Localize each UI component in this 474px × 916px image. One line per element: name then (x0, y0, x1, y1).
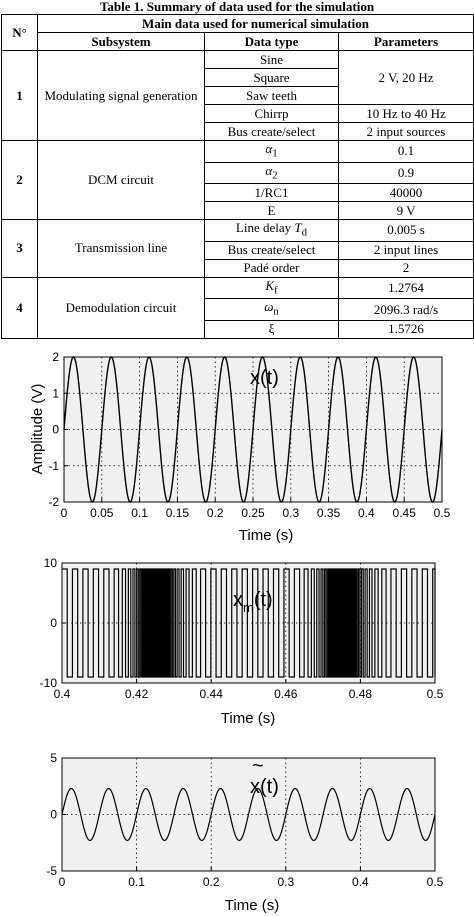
data-type-kf: Kf (204, 276, 339, 300)
subsystem-2: DCM circuit (37, 139, 205, 221)
signal-label: xm(t) (233, 589, 273, 615)
x-tick-label: 0.48 (349, 687, 373, 701)
x-tick-label: 0.4 (358, 506, 375, 520)
x-axis-label: Time (s) (239, 527, 293, 544)
data-type-alpha1: α1 (204, 140, 339, 163)
x-tick-label: 0.42 (125, 687, 149, 701)
plot-modulating-signal: 0 0.05 0.1 0.15 0.2 0.25 0.3 0.35 0.4 0.45 0.5 -2-… (29, 350, 451, 544)
signal-label: x(t) (250, 776, 279, 798)
data-type-pade: Padé order (204, 258, 339, 278)
data-type-line-delay: Line delay Td (204, 219, 339, 242)
x-tick-labels: 0 0.05 0.1 0.15 0.2 0.25 0.3 0.35 0.4 0.45 0.5 (61, 506, 451, 520)
y-tick-label: 5 (50, 751, 57, 765)
summary-table: N° Main data used for numerical simulati… (1, 14, 474, 339)
param-line-delay: 0.005 s (337, 219, 474, 242)
param-kf: 1.2764 (337, 276, 474, 300)
y-tick-label: 2 (52, 350, 59, 364)
signal-accent: ~ (252, 755, 264, 777)
y-tick-label: 0 (50, 616, 57, 630)
param-rc: 40000 (337, 183, 474, 203)
y-tick-label: 1 (52, 386, 59, 400)
x-tick-label: 0.2 (203, 875, 220, 889)
series-line (62, 568, 436, 678)
x-tick-label: 0.35 (317, 506, 341, 520)
x-tick-label: 0.4 (54, 687, 71, 701)
x-tick-label: 0.5 (434, 506, 451, 520)
data-type-rc: 1/RC1 (204, 183, 339, 203)
grid (61, 757, 436, 872)
data-type-alpha2: α2 (204, 161, 339, 185)
plot-modulated-signal: 0.4 0.42 0.44 0.46 0.48 0.5 -10 0 10 xm(t) Time… (40, 556, 444, 727)
header-number: N° (1, 14, 38, 51)
y-tick-label: -1 (48, 459, 59, 473)
x-tick-label: 0.3 (282, 506, 299, 520)
data-type-xi: ξ (204, 319, 339, 339)
header-parameters: Parameters (337, 32, 474, 51)
x-tick-label: 0.25 (241, 506, 265, 520)
header-main: Main data used for numerical simulation (36, 14, 474, 33)
param-alpha1: 0.1 (337, 140, 474, 163)
subsystem-4: Demodulation circuit (37, 276, 205, 339)
header-data-type: Data type (204, 32, 339, 51)
row-number-2: 2 (1, 139, 38, 221)
series-line (63, 356, 443, 503)
param-wn: 2096.3 rad/s (337, 298, 474, 321)
y-tick-label: -5 (46, 864, 57, 878)
x-tick-label: 0.44 (200, 687, 224, 701)
row-number-4: 4 (1, 276, 38, 339)
plot-area (61, 562, 436, 684)
signal-label: x(t) (250, 367, 279, 389)
x-tick-label: 0.5 (427, 687, 444, 701)
param-alpha2: 0.9 (337, 161, 474, 185)
x-tick-label: 0 (59, 875, 66, 889)
data-type-bus-2: Bus create/select (204, 240, 339, 260)
x-tick-label: 0.3 (277, 875, 294, 889)
param-lines: 2 input lines (337, 240, 474, 260)
param-e: 9 V (337, 201, 474, 221)
subsystem-1: Modulating signal generation (37, 50, 205, 141)
y-axis-label: Amplitude (V) (29, 384, 46, 475)
y-tick-label: 10 (44, 556, 58, 570)
y-tick-labels: -10 0 10 (40, 556, 58, 690)
x-tick-label: 0.5 (427, 875, 444, 889)
x-tick-label: 0 (61, 506, 68, 520)
y-tick-label: -10 (40, 676, 58, 690)
y-tick-labels: -2 -1 0 1 2 (48, 350, 59, 509)
subsystem-3: Transmission line (37, 219, 205, 278)
x-tick-label: 0.1 (128, 875, 145, 889)
data-type-saw: Saw teeth (204, 86, 339, 105)
series-line (61, 787, 436, 842)
x-tick-label: 0.2 (207, 506, 224, 520)
data-type-bus-1: Bus create/select (204, 122, 339, 141)
data-type-chirp: Chirrp (204, 104, 339, 123)
x-tick-label: 0.4 (352, 875, 369, 889)
table-caption: Table 1. Summary of data used for the si… (99, 0, 375, 14)
y-tick-label: 0 (50, 808, 57, 822)
x-tick-label: 0.45 (393, 506, 417, 520)
x-axis-label: Time (s) (225, 897, 279, 914)
x-tick-label: 0.05 (90, 506, 114, 520)
x-tick-labels: 0.4 0.42 0.44 0.46 0.48 0.5 (54, 687, 444, 701)
y-tick-label: -2 (48, 495, 59, 509)
y-tick-label: 0 (52, 423, 59, 437)
param-xi: 1.5726 (337, 319, 474, 339)
data-type-square: Square (204, 68, 339, 87)
x-tick-label: 0.1 (131, 506, 148, 520)
x-tick-label: 0.46 (274, 687, 298, 701)
data-type-sine: Sine (204, 50, 339, 69)
row-number-1: 1 (1, 50, 38, 141)
plot-demodulated-signal: 0 0.1 0.2 0.3 0.4 0.5 -505 ~ x(t) Time (s) (46, 751, 444, 914)
x-axis-label: Time (s) (221, 710, 275, 727)
y-tick-labels: -5 0 5 (46, 751, 57, 878)
param-amplitude-frequency: 2 V, 20 Hz (337, 50, 474, 105)
header-subsystem: Subsystem (37, 32, 205, 51)
param-sources: 2 input sources (337, 122, 474, 141)
param-chirp-range: 10 Hz to 40 Hz (337, 104, 474, 123)
param-pade: 2 (337, 258, 474, 278)
data-type-e: E (204, 201, 339, 221)
x-tick-label: 0.15 (166, 506, 190, 520)
data-type-wn: ωn (204, 298, 339, 321)
row-number-3: 3 (1, 219, 38, 278)
x-tick-labels: 0 0.1 0.2 0.3 0.4 0.5 (59, 875, 444, 889)
